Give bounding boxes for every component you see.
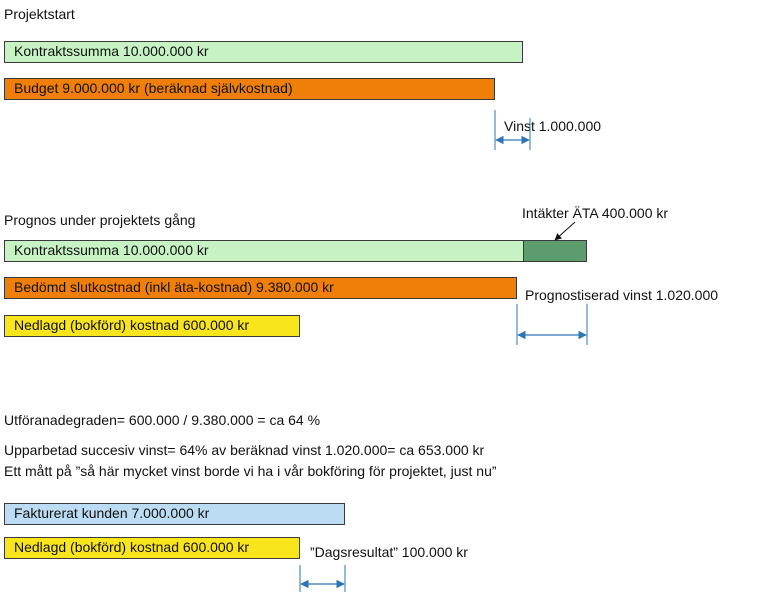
forecast-profit-dimension — [517, 304, 587, 345]
ata-pointer-arrow — [555, 222, 575, 240]
day-result-dimension — [300, 565, 345, 592]
profit-dimension — [495, 110, 530, 150]
